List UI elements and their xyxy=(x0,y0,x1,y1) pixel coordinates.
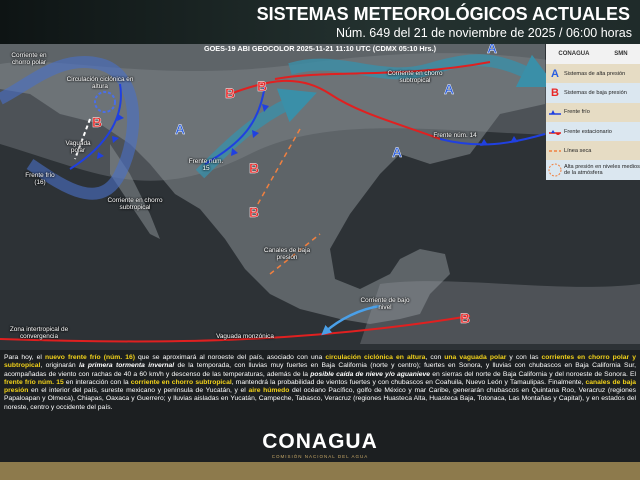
map-label: Corriente de bajo nivel xyxy=(360,297,410,311)
legend-item: Frente estacionario xyxy=(546,121,640,142)
legend-items: A Sistemas de alta presión B Sistemas de ba… xyxy=(546,64,640,180)
text-segment: en interacción con la xyxy=(63,378,131,386)
legend-item: Alta presión en niveles medios de la atm… xyxy=(546,160,640,180)
map-label: Frente núm. 15 xyxy=(188,158,224,172)
legend-item: Línea seca xyxy=(546,141,640,161)
stationary-front xyxy=(274,61,491,80)
text-segment: , mantendrá la probabilidad de vientos f… xyxy=(231,378,586,386)
map-label: Circulación ciclónica en altura xyxy=(66,76,134,90)
front-triangles xyxy=(480,136,518,146)
legend-text: Línea seca xyxy=(564,147,592,154)
header: SISTEMAS METEOROLÓGICOS ACTUALES Núm. 64… xyxy=(0,0,640,44)
logo: CONAGUA xyxy=(558,51,590,57)
pressure-center: B xyxy=(249,204,259,220)
pressure-center: A xyxy=(487,44,497,56)
jet-stream-polar xyxy=(0,56,140,200)
text-segment: , originarán xyxy=(40,362,79,370)
front-triangles xyxy=(97,114,124,159)
text-segment: posible caída de nieve y/o aguanieve xyxy=(310,370,431,378)
legend: CONAGUA SMN A Sistemas de alta presión B Si… xyxy=(546,44,640,180)
cold-front-14 xyxy=(439,133,546,146)
jet-stream-subtropical xyxy=(288,54,557,88)
clouds xyxy=(360,281,640,344)
pressure-center: B xyxy=(225,85,235,101)
legend-text: Sistemas de alta presión xyxy=(564,70,626,77)
text-segment: y con las xyxy=(506,354,542,361)
text-segment: de la temporada, con lluvias muy fuertes… xyxy=(4,362,636,378)
forecast-text: Para hoy, el nuevo frente frío (núm. 16)… xyxy=(4,354,636,412)
subtitle: Núm. 649 del 21 de noviembre de 2025 / 0… xyxy=(335,26,632,40)
legend-text: Frente frío xyxy=(564,109,590,116)
low-level-current xyxy=(321,304,381,336)
polar-trough xyxy=(74,118,91,160)
legend-text: Sistemas de baja presión xyxy=(564,89,627,96)
pressure-center: A xyxy=(444,81,454,97)
legend-text: Frente estacionario xyxy=(564,128,612,135)
footer-logo: CONAGUA xyxy=(262,430,378,453)
pressure-center: B xyxy=(257,78,267,94)
text-segment: del océano Pacífico, golfo de México y m… xyxy=(4,387,636,411)
map-label: Corriente en chorro subtropical xyxy=(107,197,163,211)
stationary-front xyxy=(229,79,441,140)
text-segment: corrientes en chorro polar y subtropical xyxy=(4,354,636,370)
pressure-centers: B B B A A A A B B B xyxy=(92,44,498,326)
pressure-center: A xyxy=(392,144,402,160)
clouds xyxy=(0,53,640,181)
map-label: Vaguada monzónica xyxy=(216,333,274,340)
legend-item: B Sistemas de baja presión xyxy=(546,83,640,103)
agency: COMISIÓN NACIONAL DEL AGUA xyxy=(271,454,369,459)
text-segment: frente frío núm. 15 xyxy=(4,378,64,386)
pressure-center: A xyxy=(175,121,185,137)
map-label: Frente núm. 14 xyxy=(433,132,477,139)
footer: CONAGUA COMISIÓN NACIONAL DEL AGUA xyxy=(0,426,640,462)
text-segment: circulación ciclónica en altura xyxy=(325,354,426,361)
pressure-center: B xyxy=(460,310,470,326)
map-label: Zona intertropical de convergencia xyxy=(9,326,69,340)
legend-symbol xyxy=(546,128,564,136)
caption: GOES-19 ABI GEOCOLOR 2025-11-21 11:10 UT… xyxy=(204,44,437,53)
text-segment: canales de baja presión xyxy=(4,378,636,395)
text-segment: en sierras del norte de Baja California … xyxy=(430,370,637,378)
legend-item: A Sistemas de alta presión xyxy=(546,64,640,84)
text-segment: , con xyxy=(425,354,445,361)
monsoon-trough xyxy=(0,315,471,343)
legend-logos: CONAGUA SMN xyxy=(546,44,640,64)
map-label: Corriente en chorro subtropical xyxy=(387,70,443,84)
map-label: Corriente en chorro polar xyxy=(11,52,47,66)
legend-symbol xyxy=(546,108,564,116)
legend-item: Frente frío xyxy=(546,102,640,122)
legend-symbol: A xyxy=(551,67,559,80)
text-segment: corriente en chorro subtropical xyxy=(130,378,232,386)
cold-front-15 xyxy=(204,83,266,165)
text-segment: aire húmedo xyxy=(248,387,290,395)
cyclonic-circulation xyxy=(94,91,116,113)
footer-bar xyxy=(0,462,640,480)
legend-symbol xyxy=(546,147,564,155)
logo: SMN xyxy=(614,51,628,57)
legend-symbol: B xyxy=(551,86,559,99)
text-segment: la primera tormenta invernal xyxy=(78,362,175,370)
cold-front-16 xyxy=(69,83,122,170)
pressure-center: B xyxy=(92,114,102,130)
pressure-center: B xyxy=(249,160,259,176)
legend-text: Alta presión en niveles medios de la atm… xyxy=(564,164,640,177)
text-segment: nuevo frente frío (núm. 16) xyxy=(45,354,135,361)
text-segment: en el interior del país, sureste mexican… xyxy=(28,387,249,395)
map-label: Vaguada polar xyxy=(65,140,91,154)
low-pressure-channel xyxy=(254,128,321,275)
satellite-map: GOES-19 ABI GEOCOLOR 2025-11-21 11:10 UT… xyxy=(0,44,640,350)
map-label: Canales de baja presión xyxy=(263,247,311,261)
text-segment: Para hoy, el xyxy=(4,354,46,361)
text-segment: que se aproximará al noroeste del país, … xyxy=(134,354,326,361)
text-segment: una vaguada polar xyxy=(444,354,507,361)
title: SISTEMAS METEOROLÓGICOS ACTUALES xyxy=(256,4,630,24)
map-label: Frente frío (16) xyxy=(25,172,55,186)
legend-symbol xyxy=(546,163,564,177)
front-triangles xyxy=(231,104,269,156)
